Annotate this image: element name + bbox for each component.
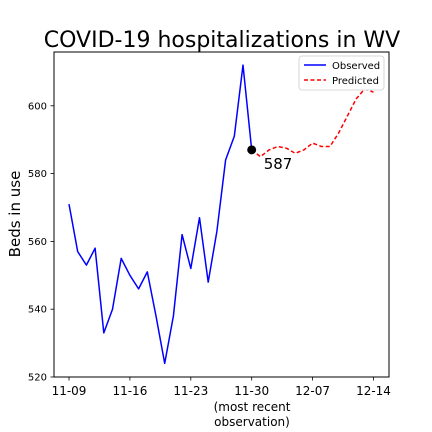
x-axis: 11-09 11-16 11-23 11-30 12-07 12-14 bbox=[52, 377, 391, 398]
chart-title: COVID-19 hospitalizations in WV bbox=[44, 28, 400, 53]
series-line-predicted bbox=[251, 88, 374, 158]
x-tick-label: 12-14 bbox=[356, 384, 391, 398]
x-annotation-line1: (most recent bbox=[214, 400, 291, 414]
legend: Observed Predicted bbox=[298, 55, 385, 91]
latest-observation-marker bbox=[247, 145, 257, 155]
y-axis: 520 540 560 580 600 bbox=[28, 101, 54, 384]
plot-frame bbox=[53, 51, 390, 378]
x-tick-label: 11-30 bbox=[234, 384, 269, 398]
x-tick-label: 12-07 bbox=[295, 384, 330, 398]
y-tick-label: 600 bbox=[28, 101, 47, 112]
y-tick-label: 560 bbox=[28, 237, 47, 248]
x-annotation-line2: observation) bbox=[214, 415, 290, 429]
y-tick-label: 520 bbox=[28, 373, 47, 384]
y-axis-label: Beds in use bbox=[6, 171, 24, 258]
x-tick-label: 11-09 bbox=[52, 384, 87, 398]
x-tick-label: 11-23 bbox=[173, 384, 208, 398]
x-tick-label: 11-16 bbox=[112, 384, 147, 398]
y-tick-label: 580 bbox=[28, 169, 47, 180]
legend-predicted-label: Predicted bbox=[332, 76, 379, 87]
plot-area bbox=[53, 51, 390, 378]
legend-observed-label: Observed bbox=[332, 61, 380, 72]
latest-observation-label: 587 bbox=[264, 155, 293, 173]
series-layer: 587 bbox=[68, 64, 374, 365]
y-tick-label: 540 bbox=[28, 305, 47, 316]
series-line-observed bbox=[68, 64, 253, 365]
